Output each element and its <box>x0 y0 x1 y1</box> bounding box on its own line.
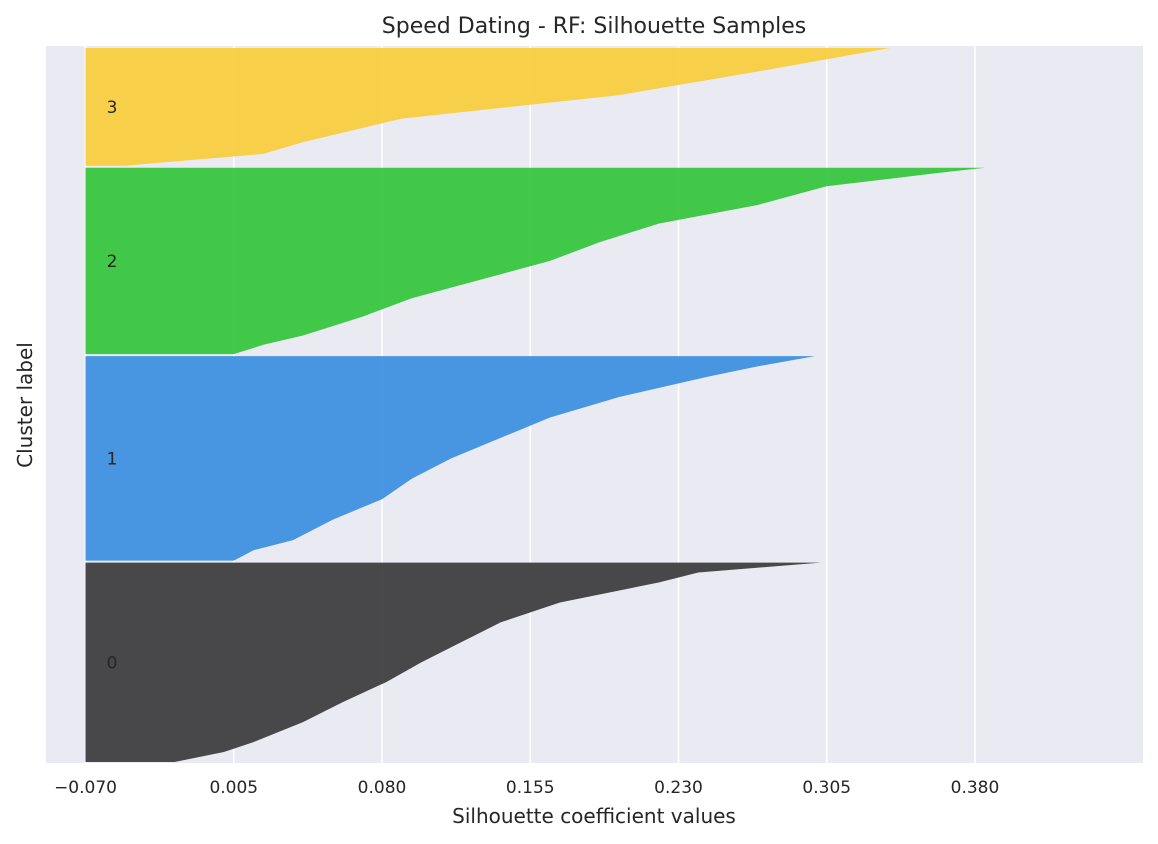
cluster-areas <box>85 48 985 762</box>
x-tick-labels: −0.070 0.005 0.080 0.155 0.230 0.305 0.380 <box>54 778 999 798</box>
cluster-0-label: 0 <box>107 653 118 673</box>
cluster-3-area <box>85 48 890 166</box>
x-axis-label: Silhouette coefficient values <box>452 804 736 828</box>
cluster-1-label: 1 <box>107 449 118 469</box>
y-axis-label: Cluster label <box>13 342 37 468</box>
cluster-2-label: 2 <box>107 252 118 272</box>
cluster-2-area <box>85 167 985 355</box>
x-tick-label: 0.005 <box>209 778 258 798</box>
x-tick-label: 0.080 <box>358 778 407 798</box>
x-tick-label: −0.070 <box>54 778 117 798</box>
chart-title: Speed Dating - RF: Silhouette Samples <box>382 14 806 39</box>
cluster-3-label: 3 <box>107 98 118 118</box>
cluster-0-area <box>85 562 821 762</box>
y-tick-labels: 0 1 2 3 <box>107 98 118 673</box>
x-tick-label: 0.230 <box>654 778 703 798</box>
x-tick-label: 0.380 <box>951 778 1000 798</box>
x-tick-label: 0.155 <box>506 778 555 798</box>
x-tick-label: 0.305 <box>802 778 851 798</box>
cluster-1-area <box>85 356 815 561</box>
